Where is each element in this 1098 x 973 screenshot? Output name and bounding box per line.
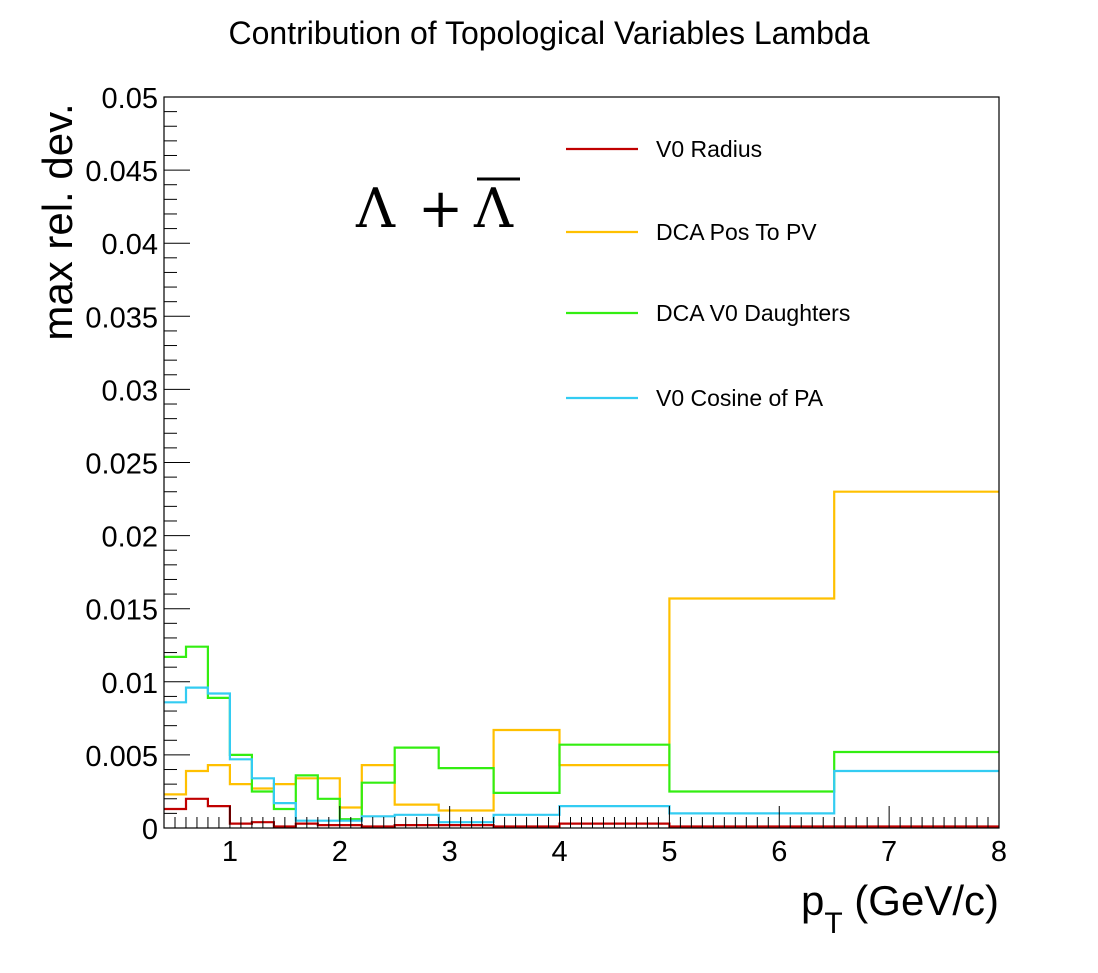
antilambda-symbol: Λ (473, 177, 514, 240)
x-tick-label: 5 (661, 836, 677, 868)
plus-sign: + (418, 177, 463, 240)
legend-entry: V0 Cosine of PA (566, 385, 824, 411)
x-tick-label: 4 (551, 836, 567, 868)
x-tick-label: 1 (222, 836, 238, 868)
y-tick-label: 0.01 (102, 668, 158, 700)
y-tick-label: 0.04 (102, 229, 158, 261)
y-tick-label: 0.05 (102, 83, 158, 115)
y-tick-label: 0.015 (85, 595, 158, 627)
y-axis: 0 0.005 0.01 0.015 0.02 0.025 0.03 0.035 0.04 0.0… (85, 83, 190, 846)
x-tick-label: 3 (442, 836, 458, 868)
x-tick-label: 7 (881, 836, 897, 868)
legend-entry: V0 Radius (566, 136, 762, 162)
y-tick-label: 0 (142, 814, 158, 846)
lambda-symbol: Λ (355, 177, 396, 240)
legend-entry: DCA Pos To PV (566, 219, 817, 245)
y-tick-label: 0.03 (102, 375, 158, 407)
legend-label: DCA V0 Daughters (656, 300, 850, 326)
x-axis: 1 2 3 4 5 6 7 8 (222, 806, 1007, 868)
x-tick-label: 2 (332, 836, 348, 868)
series-line (164, 490, 999, 812)
x-axis-label-units: (GeV/c) (843, 877, 999, 924)
series-v0-cosine-of-pa (164, 686, 999, 824)
y-tick-label: 0.005 (85, 741, 158, 773)
legend: V0 Radius DCA Pos To PV DCA V0 Daughters V0… (566, 136, 850, 411)
x-axis-label: pT (GeV/c) (801, 877, 999, 940)
y-tick-label: 0.025 (85, 449, 158, 481)
x-axis-label-subscript: T (824, 907, 842, 940)
plot-frame (163, 96, 1000, 829)
legend-label: V0 Cosine of PA (656, 385, 824, 411)
series-line (164, 686, 999, 824)
x-minor-ticks (174, 817, 989, 828)
y-minor-ticks (164, 111, 177, 814)
legend-label: DCA Pos To PV (656, 219, 817, 245)
x-tick-label: 8 (991, 836, 1007, 868)
series-layer (164, 490, 999, 828)
y-tick-label: 0.045 (85, 156, 158, 188)
y-axis-label: max rel. dev. (34, 103, 81, 340)
series-dca-pos-to-pv (164, 490, 999, 812)
y-tick-label: 0.035 (85, 302, 158, 334)
legend-label: V0 Radius (656, 136, 762, 162)
series-dca-v0-daughters (164, 645, 999, 821)
series-line (164, 645, 999, 821)
x-axis-label-main: p (801, 877, 824, 924)
x-tick-label: 6 (771, 836, 787, 868)
chart-title: Contribution of Topological Variables La… (229, 15, 870, 51)
legend-entry: DCA V0 Daughters (566, 300, 850, 326)
y-tick-label: 0.02 (102, 522, 158, 554)
lambda-annotation: Λ + Λ (355, 177, 520, 240)
